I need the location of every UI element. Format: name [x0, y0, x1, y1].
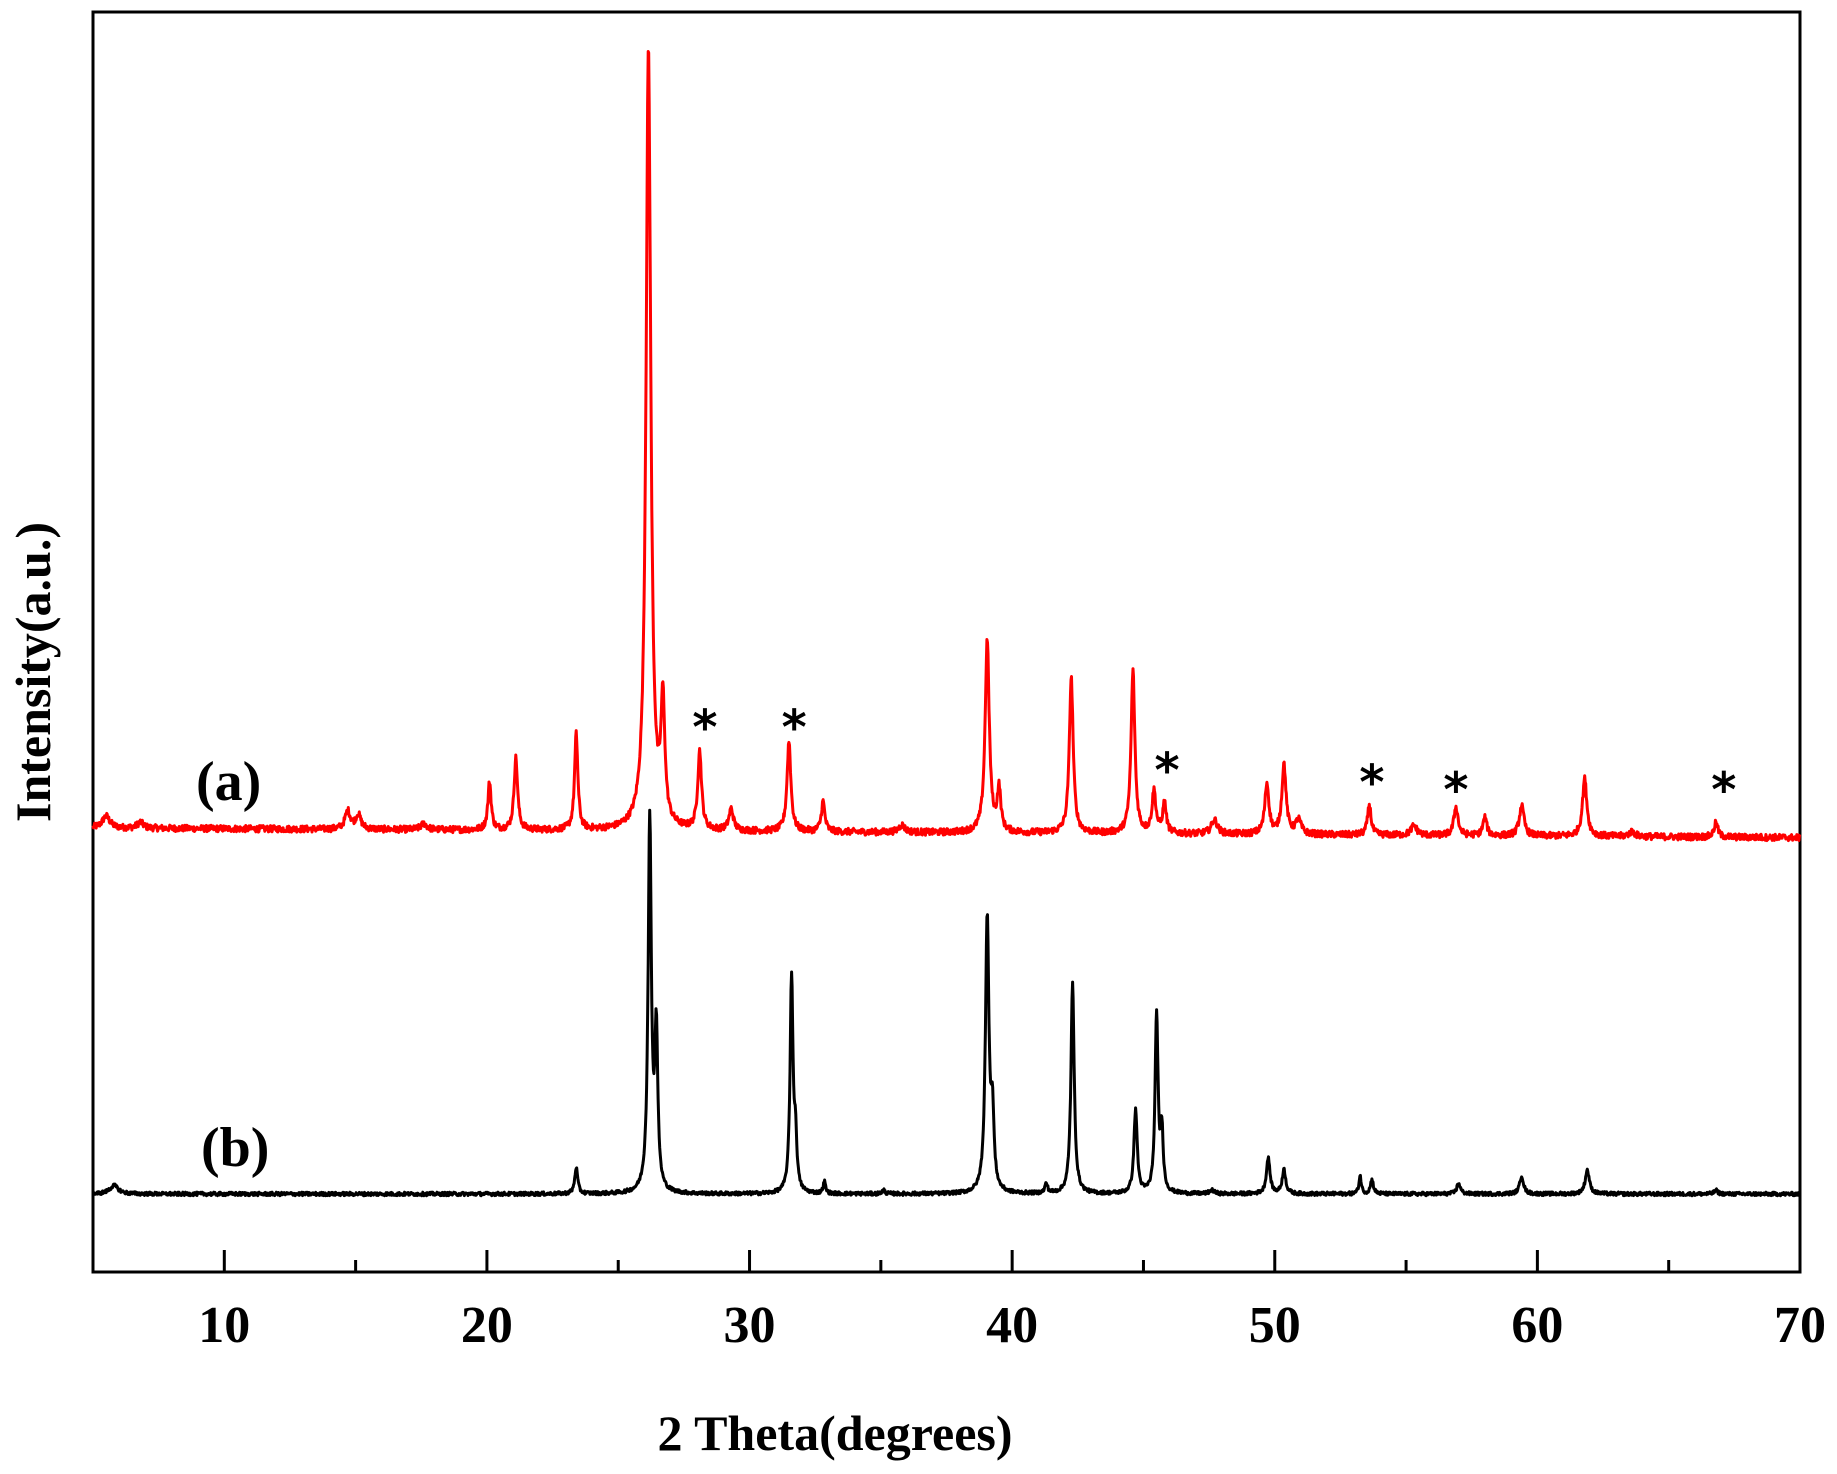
- peak-marker-asterisk: *: [1443, 762, 1468, 818]
- peak-markers: * * * * * *: [692, 700, 1736, 818]
- x-tick-label: 50: [1249, 1297, 1301, 1354]
- x-tick-label: 10: [198, 1297, 250, 1354]
- series-layer: [91, 50, 1802, 1198]
- x-tick-label: 70: [1774, 1297, 1826, 1354]
- x-tick-label: 40: [986, 1297, 1038, 1354]
- series-label-a: (a): [196, 751, 261, 813]
- x-axis-tick-labels: 10 20 30 40 50 60 70: [198, 1297, 1826, 1354]
- x-axis-title: 2 Theta(degrees): [657, 1405, 1012, 1461]
- y-axis-title: Intensity(a.u.): [5, 522, 61, 822]
- peak-marker-asterisk: *: [1359, 755, 1384, 811]
- peak-marker-asterisk: *: [1155, 743, 1180, 799]
- x-axis-ticks: [91, 1250, 1802, 1272]
- plot-area-frame: [91, 10, 1802, 1274]
- peak-marker-asterisk: *: [1711, 762, 1736, 818]
- x-tick-label: 60: [1511, 1297, 1563, 1354]
- peak-marker-asterisk: *: [692, 700, 717, 756]
- series-line-b: [92, 808, 1802, 1198]
- series-line-a: [91, 50, 1802, 843]
- x-tick-label: 20: [461, 1297, 513, 1354]
- peak-marker-asterisk: *: [782, 700, 807, 756]
- series-label-b: (b): [201, 1117, 269, 1179]
- x-tick-label: 30: [724, 1297, 776, 1354]
